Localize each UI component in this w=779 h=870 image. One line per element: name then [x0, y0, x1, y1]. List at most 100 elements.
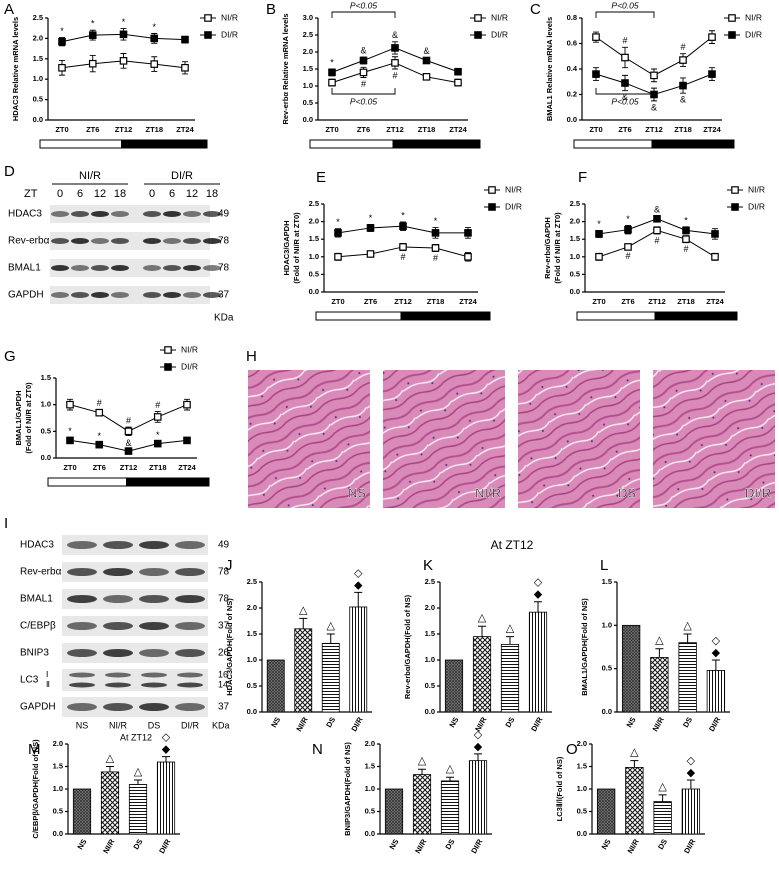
significance-mark: *	[97, 431, 101, 441]
y-tick-label: 1.5	[365, 761, 375, 770]
y-tick-label: 0.0	[33, 115, 43, 124]
data-point	[592, 70, 600, 78]
x-tick-label: DS	[681, 715, 694, 729]
light-phase	[576, 311, 656, 321]
row-label: GAPDH	[20, 702, 56, 713]
data-point	[454, 67, 462, 76]
significance-mark: *	[434, 216, 438, 226]
x-tick-label: ZT6	[86, 125, 99, 134]
dark-phase	[400, 311, 491, 321]
x-tick-label: NS	[625, 715, 638, 729]
kda-label: 78	[218, 594, 230, 605]
lane-label: 12	[94, 188, 106, 200]
error-bar	[686, 779, 695, 789]
panel-label: J	[225, 557, 233, 574]
data-point	[464, 253, 472, 261]
x-tick-label: NI/R	[101, 837, 117, 855]
x-tick-label: DI/R	[529, 715, 545, 733]
significance-mark: &	[392, 30, 398, 40]
data-point	[650, 71, 658, 80]
dark-phase	[654, 311, 738, 321]
y-tick-label: 3.0	[303, 13, 313, 22]
dark-phase	[651, 139, 735, 149]
lane-label: 6	[77, 188, 83, 200]
bar	[444, 659, 464, 713]
y-tick-label: 2.0	[577, 739, 587, 748]
image-label: DI/R	[745, 485, 771, 500]
data-point	[653, 214, 661, 223]
y-axis-label: BNIP3/GAPDH(Fold of NS)	[343, 742, 352, 836]
x-tick-label: NI/R	[413, 837, 429, 855]
blot-band	[51, 292, 69, 298]
blot-band	[51, 265, 69, 271]
y-axis-label-line: Rev-erbα/GAPDH	[543, 217, 552, 279]
dark-phase	[121, 139, 208, 149]
x-tick-label: DS	[656, 837, 669, 851]
row-label: Rev-erbα	[20, 567, 62, 578]
legend-label: DI/R	[505, 201, 522, 211]
error-bar	[326, 633, 335, 644]
panel-label: E	[316, 169, 326, 186]
significance-mark: *	[336, 217, 340, 227]
legend-label: DI/R	[748, 201, 765, 211]
y-tick-label: 0.5	[53, 806, 63, 815]
blot-band	[67, 541, 97, 549]
unit-label: KDa	[212, 720, 230, 730]
data-point	[708, 70, 716, 78]
y-tick-label: 2.0	[570, 217, 580, 226]
significance-mark: *	[152, 22, 156, 32]
data-point	[58, 37, 66, 46]
group-label: NI/R	[79, 170, 101, 182]
row-label: GAPDH	[8, 290, 44, 301]
blot-band	[111, 265, 129, 271]
row-label: BMAL1	[8, 263, 41, 274]
panel-label: O	[566, 741, 578, 758]
y-tick-label: 2.0	[303, 47, 313, 56]
image-label: NI/R	[475, 485, 501, 500]
data-point	[124, 447, 133, 455]
blot-strip	[50, 286, 210, 304]
error-bar	[630, 760, 639, 768]
significance-mark: #	[400, 252, 405, 262]
panel-label: A	[4, 1, 14, 18]
x-tick-label: DS	[443, 837, 456, 851]
significance-mark: #	[392, 70, 397, 80]
y-tick-label: 2.0	[309, 217, 319, 226]
blot-band	[139, 541, 169, 549]
x-tick-label: ZT12	[645, 125, 663, 134]
light-phase	[573, 139, 653, 149]
y-tick-label: 2.5	[33, 13, 43, 22]
y-axis-label-line: (Fold of NI/R at ZT0)	[292, 212, 301, 284]
significance-mark: #	[126, 415, 131, 425]
legend-marker	[488, 203, 496, 211]
significance-mark: △	[683, 620, 692, 632]
x-tick-label: DS	[324, 715, 337, 729]
significance-mark: △	[446, 763, 455, 775]
significance-mark: △	[658, 781, 667, 793]
blot-band	[105, 682, 131, 688]
significance-mark: &	[423, 46, 429, 56]
data-point	[88, 59, 97, 68]
data-point	[366, 224, 375, 232]
band-label: Ⅱ	[46, 680, 50, 689]
blot-band	[203, 211, 221, 217]
y-tick-label: 2.0	[53, 739, 63, 748]
blot-band	[103, 568, 133, 576]
y-tick-label: 1.0	[425, 655, 435, 664]
y-tick-label: 1.0	[41, 400, 51, 409]
kda-label: 37	[218, 702, 230, 713]
blot-strip	[62, 616, 208, 636]
light-phase	[39, 139, 122, 149]
histology-image	[248, 370, 370, 508]
y-tick-label: 1.5	[577, 761, 587, 770]
error-bar	[446, 776, 454, 781]
bar	[650, 657, 669, 713]
row-label: LC3	[20, 675, 39, 686]
data-point	[431, 229, 440, 237]
legend-label: DI/R	[491, 29, 508, 39]
row-label: HDAC3	[8, 209, 42, 220]
light-phase	[315, 311, 402, 321]
x-tick-label: ZT6	[357, 125, 370, 134]
